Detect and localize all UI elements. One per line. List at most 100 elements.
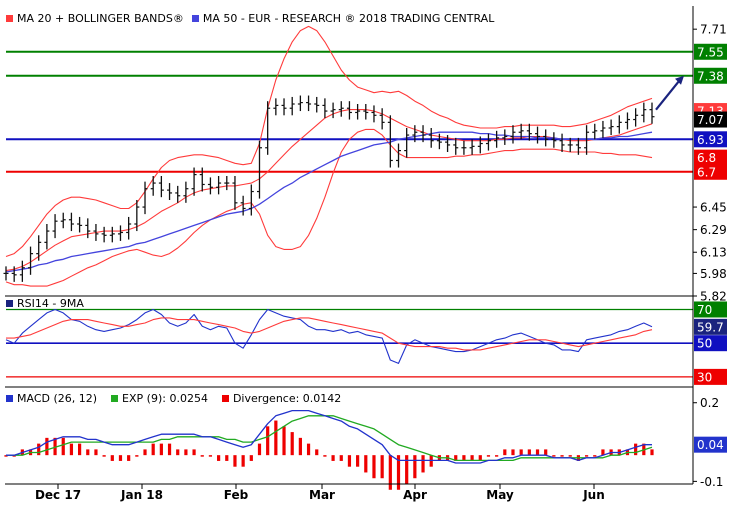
price-bar [109, 226, 115, 243]
price-bar [322, 98, 328, 119]
ma20-swatch [6, 15, 13, 22]
ma50-line [5, 131, 653, 273]
divergence-bar [37, 443, 41, 456]
price-bar [461, 140, 467, 155]
price-bar [428, 128, 434, 148]
divergence-bar [298, 437, 302, 456]
price-bar [624, 112, 630, 130]
price-bar [445, 135, 451, 152]
divergence-bar [372, 455, 376, 479]
price-bar [346, 101, 352, 120]
price-bar [436, 133, 442, 150]
rsi-level-badge-box [694, 335, 727, 352]
rsi-level-badge-box [694, 301, 727, 318]
rsi-level-badge-box [694, 368, 727, 385]
divergence-bar [560, 455, 564, 457]
price-bar [68, 212, 74, 232]
divergence-bar [69, 443, 74, 456]
rsi-line [5, 308, 653, 364]
x-tick-label: Mar [309, 488, 335, 502]
price-bar [584, 125, 590, 155]
divergence-bar [151, 443, 155, 456]
price-bar [363, 104, 369, 120]
divergence-swatch [221, 395, 229, 402]
price-bar [77, 216, 83, 233]
legend-macd-label: MACD (26, 12) [17, 392, 98, 405]
divergence-bar [110, 455, 114, 461]
divergence-bar [192, 449, 196, 456]
price-ytick: 6.45 [700, 201, 727, 215]
price-bar [649, 102, 655, 124]
price-bar [28, 246, 34, 275]
legend-rsi-label: RSI14 - 9MA [17, 297, 84, 310]
price-bar [494, 130, 500, 148]
divergence-bar [380, 455, 384, 479]
divergence-bar [167, 443, 172, 456]
rsi-legend: RSI14 - 9MA [6, 297, 84, 310]
price-bar [453, 137, 459, 155]
level-badge-box [694, 163, 727, 180]
price-bar [477, 136, 483, 154]
divergence-bar [77, 443, 82, 456]
bollinger-lower-line [5, 128, 653, 287]
price-bar [232, 176, 238, 210]
divergence-bar [257, 443, 262, 456]
divergence-bar [4, 455, 8, 457]
divergence-bar [323, 455, 327, 457]
level-badge: 6.7 [697, 165, 716, 179]
divergence-bar [225, 455, 229, 461]
price-bar [281, 98, 287, 116]
price-bar [126, 216, 132, 240]
divergence-bar [208, 455, 213, 457]
price-bar [167, 183, 173, 200]
macd-legend: MACD (26, 12) EXP (9): 0.0254 Divergence… [6, 392, 341, 405]
price-bar [575, 137, 581, 155]
legend-ma20-label: MA 20 + BOLLINGER BANDS® [17, 12, 184, 25]
panel-frames [5, 6, 694, 485]
divergence-bar [45, 437, 49, 456]
legend-exp-label: EXP (9): 0.0254 [122, 392, 208, 405]
divergence-bar [135, 455, 139, 457]
price-bar [371, 105, 377, 123]
price-bar [273, 98, 279, 116]
price-bar [240, 195, 246, 216]
price-bar [485, 133, 491, 151]
macd-ytick: 0.2 [700, 396, 719, 410]
price-legend: MA 20 + BOLLINGER BANDS® MA 50 - EUR - R… [6, 12, 494, 25]
divergence-bar [503, 449, 507, 456]
price-bar [616, 115, 622, 134]
macd-value-badge: 0.04 [697, 438, 724, 452]
divergence-bar [650, 449, 654, 456]
price-bar [404, 128, 410, 158]
divergence-bar [339, 455, 343, 461]
price-bar [314, 96, 320, 113]
price-bar [306, 95, 312, 112]
divergence-bar [102, 455, 106, 457]
macd-ytick: -0.1 [700, 475, 723, 489]
signal-line [6, 415, 653, 462]
price-bar [330, 102, 336, 119]
price-bar [216, 176, 222, 195]
divergence-bar [364, 455, 368, 473]
price-bar [183, 181, 189, 203]
price-bar [224, 176, 230, 191]
price-bar [551, 132, 557, 148]
level-badge: 6.93 [697, 133, 724, 147]
macd-value-badge-box [694, 436, 727, 453]
price-bar [134, 200, 140, 232]
divergence-bar [118, 455, 123, 461]
value-badge: 7.07 [697, 113, 724, 127]
price-bar [396, 143, 402, 168]
divergence-bar [274, 420, 278, 456]
level-badge: 7.55 [697, 45, 724, 59]
price-bar [265, 101, 271, 155]
level-badge-box [694, 131, 727, 148]
price-bar [355, 104, 361, 120]
x-axis: Dec 17 Jan 18 Feb Mar Apr May Jun [35, 484, 605, 502]
price-bar [191, 167, 197, 196]
price-bar [199, 167, 205, 192]
divergence-bar [184, 449, 188, 456]
price-bar [142, 181, 148, 215]
forecast-arrow-shaft [655, 79, 681, 111]
